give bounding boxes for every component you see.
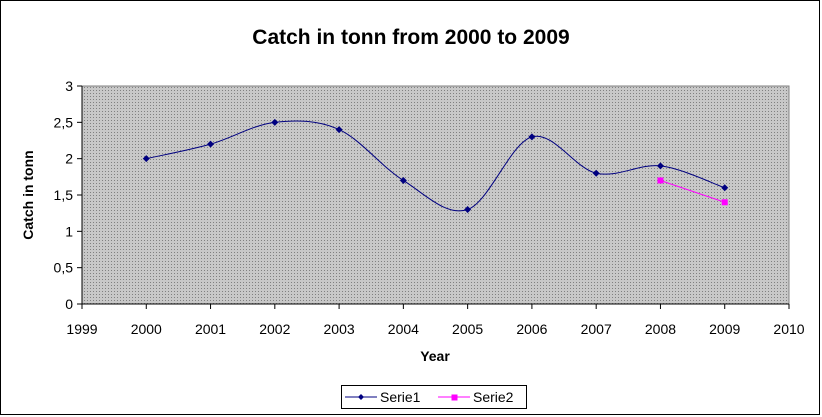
legend-serie1-label: Serie1 (380, 389, 421, 405)
x-axis-title: Year (420, 348, 450, 364)
legend: Serie1 Serie2 (341, 385, 527, 409)
y-tick-label: 3 (65, 78, 73, 94)
legend-serie1-marker (358, 394, 364, 400)
series-1-point (142, 155, 150, 163)
y-tick-label: 0,5 (54, 260, 74, 276)
series-2-point (657, 177, 664, 184)
y-tick-label: 2 (65, 151, 73, 167)
x-tick-label: 2001 (195, 321, 226, 337)
x-tick-label: 2003 (324, 321, 355, 337)
legend-box (341, 385, 527, 409)
x-tick-label: 2005 (452, 321, 483, 337)
y-axis: 0 0,5 1 1,5 2 2,5 3 (54, 78, 83, 312)
x-tick-label: 2000 (131, 321, 162, 337)
x-tick-label: 2006 (516, 321, 547, 337)
x-tick-label: 1999 (66, 321, 97, 337)
series-1-point (464, 206, 472, 214)
x-tick-label: 2010 (773, 321, 804, 337)
y-tick-label: 1 (65, 223, 73, 239)
x-tick-label: 2002 (259, 321, 290, 337)
series-2-point (721, 199, 728, 206)
legend-serie2-marker (451, 394, 458, 401)
x-tick-label: 2004 (388, 321, 419, 337)
y-axis-title: Catch in tonn (20, 150, 36, 239)
x-tick-label: 2007 (581, 321, 612, 337)
series-1-point (399, 176, 407, 184)
x-axis: 1999 2000 2001 2002 2003 2004 2005 2006 2007 2008… (66, 303, 805, 337)
legend-serie2-label: Serie2 (473, 389, 514, 405)
series-1-point (528, 133, 536, 141)
y-tick-label: 1,5 (54, 187, 74, 203)
series-1-point (592, 169, 600, 177)
chart-title: Catch in tonn from 2000 to 2009 (252, 26, 569, 49)
series-1-point (656, 162, 664, 170)
series-layer (142, 118, 729, 214)
x-tick-label: 2008 (645, 321, 676, 337)
plot-area (81, 85, 790, 305)
series-1-point (721, 184, 729, 192)
series-1-line (146, 120, 725, 212)
series-1-point (207, 140, 215, 148)
y-tick-label: 0 (65, 296, 73, 312)
y-tick-label: 2,5 (54, 114, 74, 130)
series-1-point (335, 126, 343, 134)
series-1-point (271, 118, 279, 126)
series-2-line (660, 179, 725, 203)
x-tick-label: 2009 (709, 321, 740, 337)
